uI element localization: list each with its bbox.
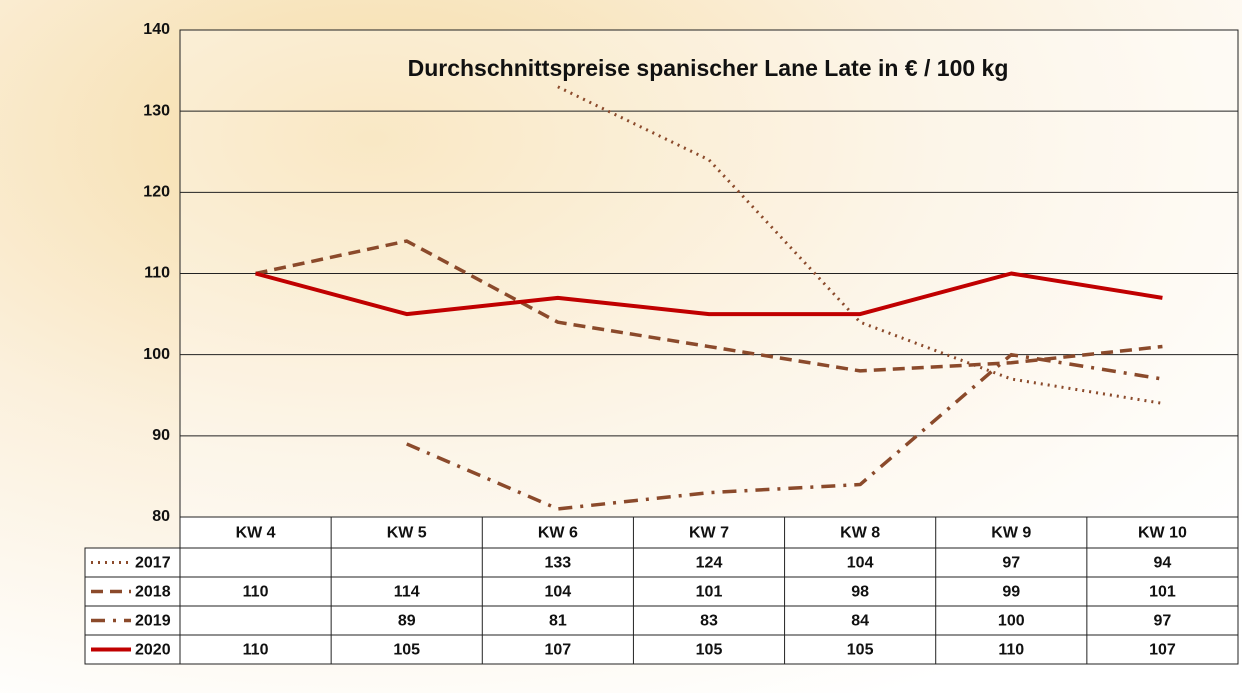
series-line — [255, 239, 1163, 373]
table-value: 100 — [998, 613, 1025, 630]
table-value: 107 — [1149, 642, 1176, 659]
x-tick-label: KW 5 — [387, 525, 427, 542]
table-value: 105 — [696, 642, 723, 659]
table-value: 94 — [1154, 555, 1172, 572]
y-tick-label: 90 — [152, 427, 170, 444]
x-tick-label: KW 7 — [689, 525, 729, 542]
table-value: 101 — [696, 584, 723, 601]
series-line — [255, 271, 1163, 317]
y-tick-label: 140 — [143, 21, 170, 38]
table-value: 84 — [851, 613, 869, 630]
table-value: 114 — [394, 584, 420, 601]
table-value: 89 — [398, 613, 416, 630]
legend-label: 2018 — [135, 584, 171, 601]
y-tick-label: 120 — [143, 184, 170, 201]
table-value: 104 — [847, 555, 874, 572]
legend-label: 2020 — [135, 642, 171, 659]
table-value: 124 — [696, 555, 723, 572]
table-value: 98 — [851, 584, 869, 601]
series-line — [557, 85, 1163, 405]
x-tick-label: KW 10 — [1138, 525, 1187, 542]
table-value: 110 — [243, 642, 269, 659]
x-tick-label: KW 9 — [991, 525, 1031, 542]
x-tick-label: KW 8 — [840, 525, 880, 542]
chart-title: Durchschnittspreise spanischer Lane Late… — [408, 55, 1009, 81]
x-tick-label: KW 4 — [236, 525, 276, 542]
table-value: 105 — [393, 642, 420, 659]
legend-label: 2019 — [135, 613, 171, 630]
y-tick-label: 100 — [143, 346, 170, 363]
table-value: 110 — [243, 584, 269, 601]
y-tick-label: 110 — [144, 265, 170, 282]
y-tick-label: 130 — [143, 102, 170, 119]
table-value: 104 — [545, 584, 572, 601]
table-value: 110 — [998, 642, 1024, 659]
table-value: 101 — [1149, 584, 1176, 601]
table-value: 99 — [1002, 584, 1020, 601]
legend-label: 2017 — [135, 555, 171, 572]
x-tick-label: KW 6 — [538, 525, 578, 542]
table-value: 97 — [1002, 555, 1020, 572]
table-value: 107 — [545, 642, 572, 659]
table-value: 83 — [700, 613, 718, 630]
table-value: 81 — [549, 613, 567, 630]
y-tick-label: 80 — [152, 508, 170, 525]
table-value: 105 — [847, 642, 874, 659]
table-value: 133 — [545, 555, 572, 572]
table-value: 97 — [1154, 613, 1172, 630]
series-line — [406, 352, 1163, 511]
